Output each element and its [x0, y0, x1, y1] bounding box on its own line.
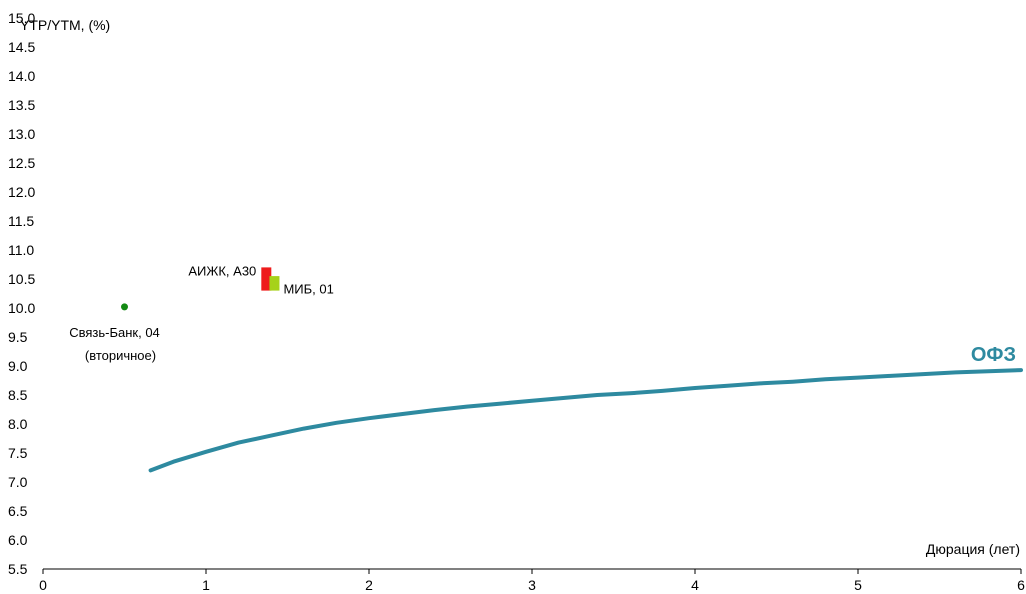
x-tick-label: 4	[691, 577, 699, 593]
y-tick-label: 10.0	[8, 300, 35, 316]
range-label: АИЖК, А30	[188, 263, 256, 278]
range-bar	[269, 276, 280, 291]
x-tick-label: 0	[39, 577, 47, 593]
x-axis-label: Дюрация (лет)	[926, 541, 1020, 557]
y-tick-label: 13.5	[8, 97, 35, 113]
y-tick-label: 11.5	[8, 213, 34, 229]
y-tick-label: 12.5	[8, 155, 35, 171]
y-tick-label: 5.5	[8, 561, 28, 577]
y-tick-label: 6.0	[8, 532, 28, 548]
y-tick-label: 8.5	[8, 387, 28, 403]
chart-marks: ОФЗ Связь-Банк, 04 (вторичное) АИЖК, А30 МИБ…	[69, 263, 1023, 473]
y-tick-label: 12.0	[8, 184, 35, 200]
y-tick-labels: 5.5 6.0 6.5 7.0 7.5 8.0 8.5 9.0 9.5 10.0 10.5 11.0 1…	[8, 10, 35, 577]
y-tick-label: 11.0	[8, 242, 34, 258]
y-tick-label: 15.0	[8, 10, 35, 26]
y-tick-label: 7.5	[8, 445, 28, 461]
y-tick-label: 10.5	[8, 271, 35, 287]
y-tick-label: 9.0	[8, 358, 28, 374]
x-tick-label: 6	[1017, 577, 1025, 593]
y-axis-label: YTP/YTM, (%)	[20, 17, 110, 33]
y-tick-label: 13.0	[8, 126, 35, 142]
range-bar	[261, 267, 272, 291]
x-tick-label: 1	[202, 577, 210, 593]
y-tick-label: 14.5	[8, 39, 35, 55]
series-line-ofz	[148, 368, 1023, 473]
range-label: МИБ, 01	[283, 282, 333, 297]
series-label: ОФЗ	[971, 344, 1016, 366]
y-tick-label: 7.0	[8, 474, 28, 490]
x-tick-label: 2	[365, 577, 373, 593]
y-tick-label: 6.5	[8, 503, 28, 519]
data-point	[121, 303, 128, 311]
y-tick-label: 14.0	[8, 68, 35, 84]
x-tick-label: 3	[528, 577, 536, 593]
x-tick-label: 5	[854, 577, 862, 593]
y-tick-label: 8.0	[8, 416, 28, 432]
point-label: Связь-Банк, 04	[69, 325, 160, 340]
y-tick-label: 9.5	[8, 329, 28, 345]
x-tick-labels: 0 1 2 3 4 5 6	[39, 569, 1025, 593]
point-sublabel: (вторичное)	[85, 348, 156, 363]
